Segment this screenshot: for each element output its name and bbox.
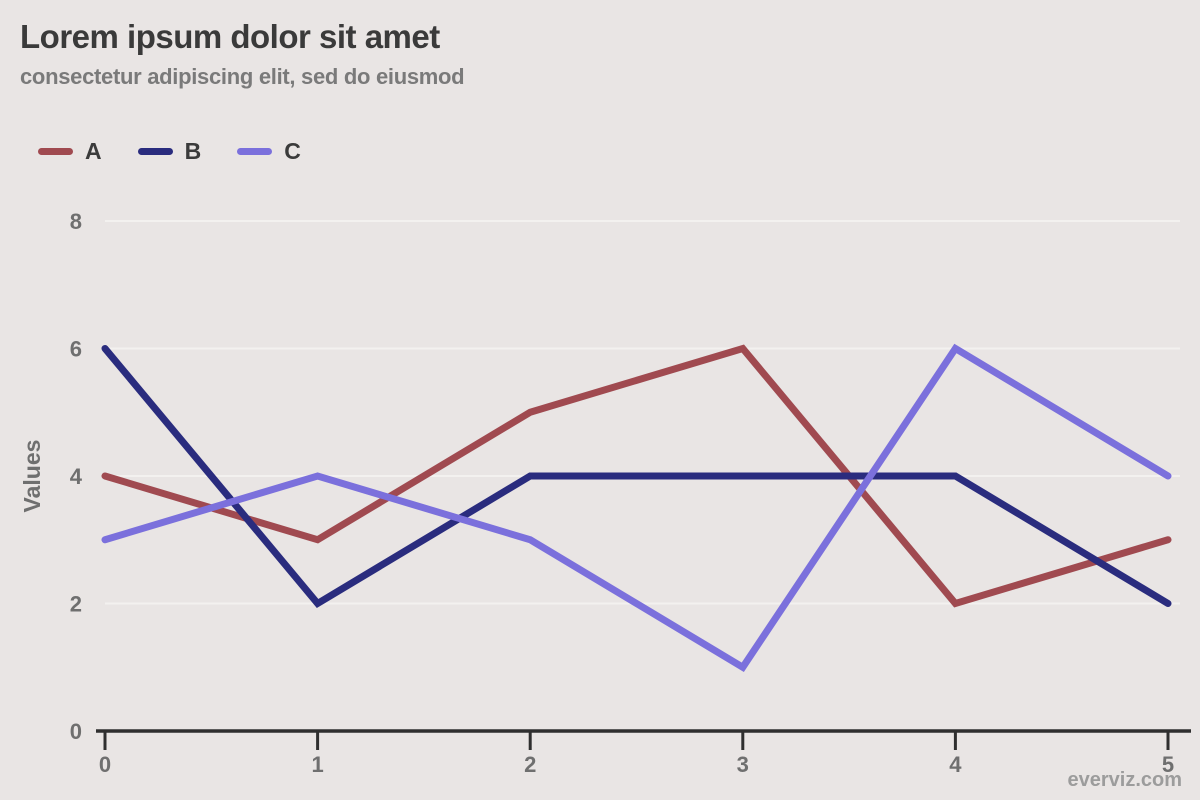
legend-item-c[interactable]: C bbox=[237, 138, 301, 165]
legend-label: A bbox=[85, 138, 102, 164]
legend-swatch-a bbox=[38, 148, 73, 155]
y-tick-label-4: 4 bbox=[70, 464, 83, 489]
legend-item-a[interactable]: A bbox=[38, 138, 102, 165]
x-tick-label-1: 1 bbox=[311, 752, 323, 777]
everviz-credit-link[interactable]: everviz.com bbox=[1067, 769, 1182, 791]
chart-subtitle: consectetur adipiscing elit, sed do eius… bbox=[20, 64, 465, 89]
y-axis-title: Values bbox=[19, 440, 45, 513]
series-line-a[interactable] bbox=[101, 344, 1172, 608]
x-tick-label-3: 3 bbox=[737, 752, 749, 777]
legend-item-b[interactable]: B bbox=[137, 138, 202, 165]
x-tick-label-4: 4 bbox=[949, 752, 962, 777]
x-tick-label-0: 0 bbox=[99, 752, 111, 777]
y-tick-label-8: 8 bbox=[70, 209, 82, 234]
x-tick-label-5: 5 bbox=[1162, 752, 1174, 777]
y-tick-label-2: 2 bbox=[70, 592, 82, 617]
series-line-b[interactable] bbox=[101, 345, 1172, 609]
series-line-c[interactable] bbox=[101, 343, 1172, 672]
legend-swatch-b bbox=[137, 148, 173, 155]
legend-label: B bbox=[184, 138, 202, 164]
legend: A B C bbox=[38, 138, 301, 165]
legend-swatch-c bbox=[237, 148, 273, 155]
y-tick-label-0: 0 bbox=[70, 719, 82, 744]
chart-title: Lorem ipsum dolor sit amet bbox=[20, 18, 440, 55]
legend-label: C bbox=[284, 138, 301, 164]
y-tick-label-6: 6 bbox=[70, 337, 82, 362]
x-tick-label-2: 2 bbox=[524, 752, 536, 777]
